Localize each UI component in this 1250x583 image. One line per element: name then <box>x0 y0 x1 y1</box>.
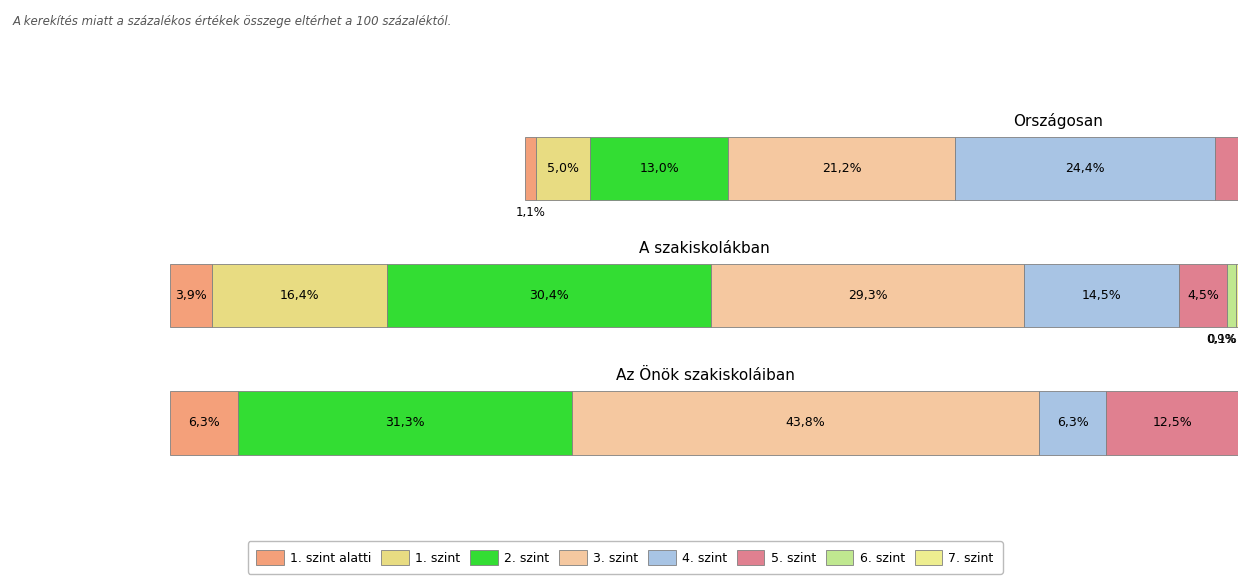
Bar <box>1226 264 1236 328</box>
Bar <box>1024 264 1179 328</box>
Bar <box>729 137 955 201</box>
Bar <box>536 137 590 201</box>
Text: 13,0%: 13,0% <box>639 162 679 175</box>
Bar <box>571 391 1039 455</box>
Text: 6,3%: 6,3% <box>1056 416 1089 429</box>
Text: 43,8%: 43,8% <box>785 416 825 429</box>
Text: 14,5%: 14,5% <box>1081 289 1121 302</box>
Text: A szakiskolákban: A szakiskolákban <box>639 241 769 257</box>
Text: 4,5%: 4,5% <box>1188 289 1219 302</box>
Text: 31,3%: 31,3% <box>385 416 424 429</box>
Text: 24,4%: 24,4% <box>1065 162 1105 175</box>
Bar <box>590 137 729 201</box>
Text: 0,9%: 0,9% <box>1206 332 1236 346</box>
Legend: 1. szint alatti, 1. szint, 2. szint, 3. szint, 4. szint, 5. szint, 6. szint, 7. : 1. szint alatti, 1. szint, 2. szint, 3. … <box>248 541 1003 574</box>
Text: 30,4%: 30,4% <box>529 289 569 302</box>
Text: 0,1%: 0,1% <box>1208 332 1238 346</box>
Bar <box>1179 264 1226 328</box>
Text: Az Önök szakiskoláiban: Az Önök szakiskoláiban <box>615 368 795 384</box>
Text: 12,5%: 12,5% <box>1152 416 1192 429</box>
Text: 16,4%: 16,4% <box>280 289 319 302</box>
Bar <box>213 264 388 328</box>
Bar <box>388 264 711 328</box>
Bar <box>711 264 1024 328</box>
Text: 29,3%: 29,3% <box>848 289 888 302</box>
Text: 6,3%: 6,3% <box>188 416 220 429</box>
Bar <box>525 137 536 201</box>
Text: Országosan: Országosan <box>1013 113 1102 129</box>
Bar <box>238 391 571 455</box>
Text: 21,2%: 21,2% <box>821 162 861 175</box>
Text: 5,0%: 5,0% <box>548 162 579 175</box>
Text: A kerekítés miatt a százalékos értékek összege eltérhet a 100 százaléktól.: A kerekítés miatt a százalékos értékek ö… <box>12 15 452 27</box>
Bar <box>1039 391 1106 455</box>
Bar <box>170 391 238 455</box>
Text: 1,1%: 1,1% <box>515 206 545 219</box>
Bar <box>955 137 1215 201</box>
Text: 3,9%: 3,9% <box>175 289 208 302</box>
Bar <box>1215 137 1250 201</box>
Bar <box>170 264 212 328</box>
Bar <box>1106 391 1240 455</box>
